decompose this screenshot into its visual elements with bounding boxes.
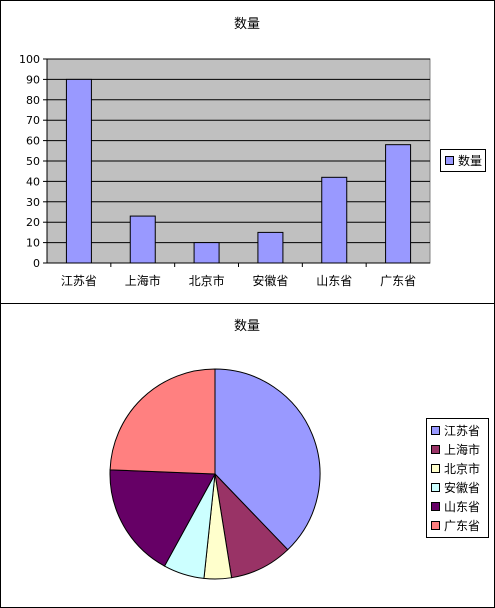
pie-chart-panel: 数量 江苏省上海市北京市安徽省山东省广东省 bbox=[0, 303, 495, 608]
legend-label: 安徽省 bbox=[444, 481, 481, 495]
pie-slice bbox=[214, 368, 321, 551]
bar bbox=[321, 176, 348, 264]
y-tick-label: 70 bbox=[26, 114, 40, 127]
y-tick-label: 40 bbox=[26, 175, 40, 188]
legend-swatch bbox=[431, 445, 440, 454]
y-tick-label: 100 bbox=[19, 53, 40, 66]
legend-label: 山东省 bbox=[444, 500, 481, 514]
pie-chart-legend: 江苏省上海市北京市安徽省山东省广东省 bbox=[426, 418, 489, 538]
legend-label: 广东省 bbox=[444, 519, 481, 533]
legend-label: 数量 bbox=[458, 154, 483, 168]
legend-swatch bbox=[431, 426, 440, 435]
y-tick-label: 50 bbox=[26, 155, 40, 168]
pie-slice bbox=[109, 469, 216, 567]
x-tick-label: 安徽省 bbox=[252, 273, 288, 288]
x-tick-label: 广东省 bbox=[380, 274, 416, 288]
pie-chart: 数量 bbox=[109, 319, 321, 580]
bar bbox=[193, 242, 220, 264]
bar-chart-title: 数量 bbox=[234, 17, 260, 32]
legend-label: 江苏省 bbox=[444, 424, 481, 438]
legend-swatch bbox=[445, 156, 454, 165]
x-tick-label: 上海市 bbox=[125, 273, 161, 288]
x-tick-label: 北京市 bbox=[189, 273, 225, 288]
legend-item: 江苏省 bbox=[427, 421, 488, 440]
legend-label: 北京市 bbox=[444, 462, 481, 476]
legend-swatch bbox=[431, 502, 440, 511]
legend-swatch bbox=[431, 483, 440, 492]
bar bbox=[129, 215, 156, 264]
bar-chart-panel: 数量 0 10 20 30 40 50 60 70 80 90 100 江苏省 上海市 北京市 安徽省 山东省 广… bbox=[0, 0, 495, 304]
y-tick-label: 90 bbox=[26, 73, 40, 86]
bar-chart-legend: 数量 bbox=[440, 149, 486, 172]
x-tick-label: 山东省 bbox=[316, 274, 352, 288]
legend-item: 北京市 bbox=[427, 459, 488, 478]
y-tick-label: 10 bbox=[26, 237, 40, 250]
y-tick-label: 30 bbox=[26, 196, 40, 209]
bar-chart: 数量 0 10 20 30 40 50 60 70 80 90 100 江苏省 上海市 北京市 安徽省 山东省 广… bbox=[19, 17, 431, 288]
legend-swatch bbox=[431, 521, 440, 530]
x-tick-label: 江苏省 bbox=[61, 274, 97, 288]
bar bbox=[65, 78, 92, 264]
legend-item: 上海市 bbox=[427, 440, 488, 459]
pie-slice bbox=[109, 368, 216, 475]
legend-item: 广东省 bbox=[427, 516, 488, 535]
y-tick-label: 80 bbox=[26, 94, 40, 107]
pie-chart-title: 数量 bbox=[234, 319, 260, 334]
legend-item: 安徽省 bbox=[427, 478, 488, 497]
legend-item: 山东省 bbox=[427, 497, 488, 516]
legend-swatch bbox=[431, 464, 440, 473]
y-tick-label: 20 bbox=[26, 216, 40, 229]
legend-label: 上海市 bbox=[444, 443, 481, 457]
legend-item: 数量 bbox=[441, 151, 485, 170]
y-tick-label: 0 bbox=[33, 257, 40, 270]
y-tick-label: 60 bbox=[26, 135, 40, 148]
bar bbox=[385, 144, 412, 264]
bar bbox=[257, 231, 284, 264]
